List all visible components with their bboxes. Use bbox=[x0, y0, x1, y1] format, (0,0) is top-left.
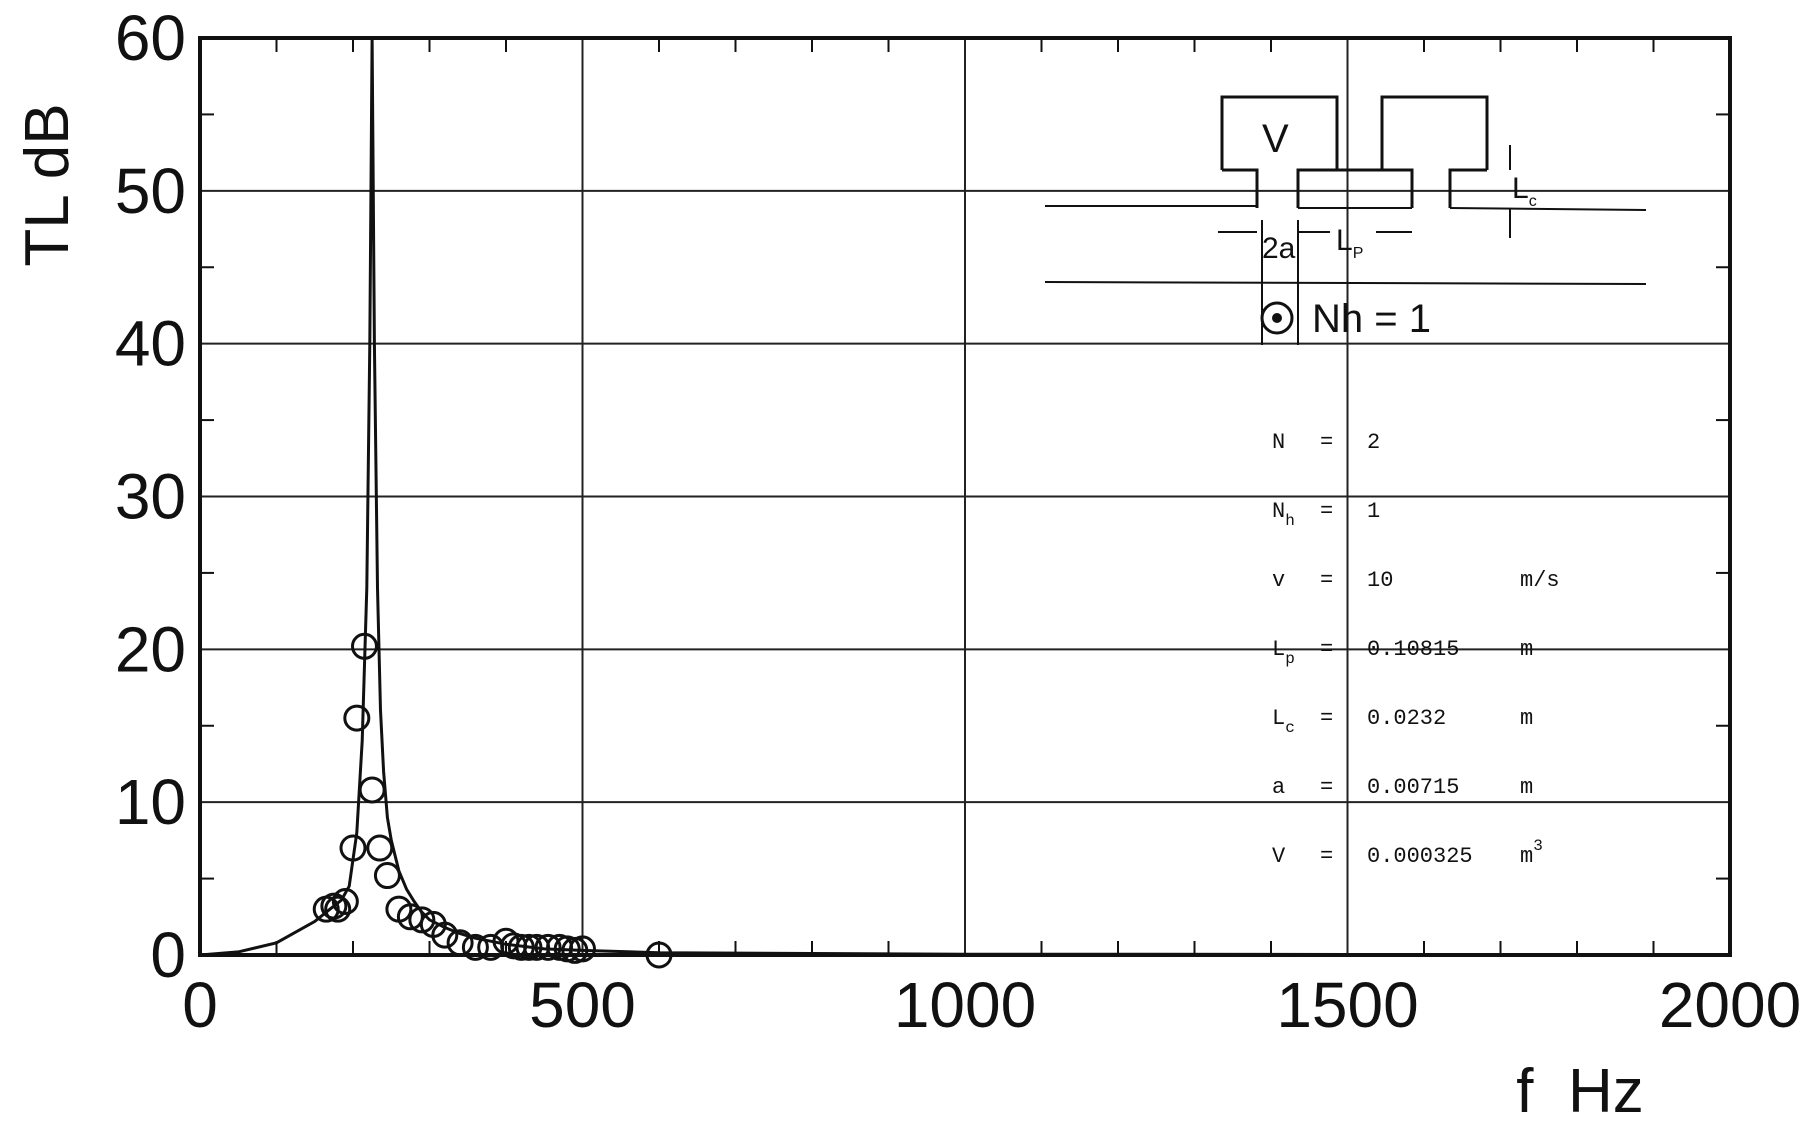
x-tick-label-500: 500 bbox=[529, 969, 636, 1041]
nh-marker-icon bbox=[1260, 301, 1294, 335]
series-layer bbox=[199, 37, 1731, 969]
parameter-value: 0.00715 bbox=[1367, 775, 1459, 800]
parameter-row: V = 0.000325 m3 bbox=[1272, 837, 1543, 869]
plot-frame bbox=[198, 36, 1732, 957]
y-tick-label-40: 40 bbox=[115, 308, 186, 380]
neck-length-main: L bbox=[1512, 172, 1529, 205]
parameter-value: 0.000325 bbox=[1367, 844, 1473, 869]
pipe-main-lines bbox=[1044, 205, 1647, 285]
measured-point bbox=[366, 834, 394, 862]
pipe-length-sub: P bbox=[1353, 245, 1364, 262]
parameter-list: N = 2 Nh = 1 v = 10 m/s Lp = 0.10815 m Lc = 0.0232 m a = 0.0… bbox=[1272, 430, 1560, 869]
measured-point bbox=[373, 862, 401, 890]
parameter-row: v = 10 m/s bbox=[1272, 568, 1560, 593]
parameter-name: V bbox=[1272, 844, 1286, 869]
parameter-unit: m/s bbox=[1520, 568, 1560, 593]
measured-point bbox=[569, 935, 596, 963]
measured-point bbox=[534, 933, 562, 961]
parameter-unit: m bbox=[1520, 706, 1533, 731]
parameter-unit: m bbox=[1520, 637, 1533, 662]
x-axis-title: f Hz bbox=[1516, 1057, 1643, 1126]
volume-label: V bbox=[1262, 117, 1289, 161]
parameter-subscript: c bbox=[1285, 719, 1295, 737]
y-tick-label-10: 10 bbox=[115, 766, 186, 838]
nh-marker-dot bbox=[1272, 313, 1282, 323]
parameter-subscript: h bbox=[1285, 512, 1295, 530]
parameter-value: 10 bbox=[1367, 568, 1393, 593]
measured-point bbox=[358, 776, 386, 804]
parameter-equals: = bbox=[1320, 430, 1333, 455]
parameter-name: L bbox=[1272, 637, 1285, 662]
parameter-name: N bbox=[1272, 430, 1285, 455]
y-tick-label-0: 0 bbox=[150, 919, 186, 991]
parameter-equals: = bbox=[1320, 499, 1333, 524]
measured-point bbox=[343, 704, 371, 732]
pipe-wall-segments bbox=[1222, 168, 1487, 208]
pipe-length-main: L bbox=[1336, 224, 1353, 257]
y-tick-label-30: 30 bbox=[115, 461, 186, 533]
measured-point bbox=[431, 921, 459, 949]
parameter-equals: = bbox=[1320, 775, 1333, 800]
parameter-value: 1 bbox=[1367, 499, 1380, 524]
measured-point bbox=[507, 933, 535, 961]
measured-point bbox=[461, 933, 489, 961]
parameter-name: v bbox=[1272, 568, 1285, 593]
labels-layer: 0 10 20 30 40 50 60 0 500 1000 1500 2000 bbox=[115, 2, 1801, 1041]
parameter-value: 2 bbox=[1367, 430, 1380, 455]
pipe-length-label: LP bbox=[1336, 224, 1363, 262]
parameter-subscript: p bbox=[1285, 650, 1295, 668]
measured-point bbox=[324, 895, 352, 923]
x-tick-label-2000: 2000 bbox=[1659, 969, 1801, 1041]
x-tick-label-1000: 1000 bbox=[894, 969, 1036, 1041]
y-tick-label-60: 60 bbox=[115, 2, 186, 74]
x-tick-label-1500: 1500 bbox=[1276, 969, 1418, 1041]
measured-point bbox=[320, 892, 348, 920]
parameter-unit: m bbox=[1520, 844, 1533, 869]
y-tick-label-50: 50 bbox=[115, 155, 186, 227]
measured-point bbox=[515, 933, 543, 961]
neck-length-sub: c bbox=[1529, 193, 1537, 210]
neck-width-label: 2a bbox=[1262, 232, 1296, 265]
parameter-unit: m bbox=[1520, 775, 1533, 800]
parameter-name: a bbox=[1272, 775, 1285, 800]
parameter-equals: = bbox=[1320, 706, 1333, 731]
parameter-row: Nh = 1 bbox=[1272, 499, 1380, 530]
measured-point bbox=[408, 906, 436, 934]
parameter-name: N bbox=[1272, 499, 1285, 524]
resonator-diagram: V 2a LP Lc Nh = 1 bbox=[1044, 95, 1647, 345]
resonator-outline bbox=[1220, 95, 1489, 170]
parameter-row: N = 2 bbox=[1272, 430, 1380, 455]
parameter-value: 0.0232 bbox=[1367, 706, 1446, 731]
parameter-equals: = bbox=[1320, 844, 1333, 869]
measured-point bbox=[331, 888, 359, 916]
nh-marker-label: Nh = 1 bbox=[1312, 297, 1431, 341]
y-axis-title: TL dB bbox=[13, 103, 82, 266]
ticks-layer bbox=[200, 38, 1730, 955]
y-tick-label-20: 20 bbox=[115, 613, 186, 685]
measured-point bbox=[350, 632, 378, 660]
measured-point bbox=[339, 834, 367, 862]
parameter-row: a = 0.00715 m bbox=[1272, 775, 1533, 800]
parameter-name: L bbox=[1272, 706, 1285, 731]
parameter-value: 0.10815 bbox=[1367, 637, 1459, 662]
parameter-row: Lc = 0.0232 m bbox=[1272, 706, 1533, 737]
grid-layer bbox=[200, 38, 1730, 955]
parameter-equals: = bbox=[1320, 637, 1333, 662]
neck-length-label: Lc bbox=[1512, 172, 1537, 210]
x-tick-label-0: 0 bbox=[182, 969, 218, 1041]
parameter-row: Lp = 0.10815 m bbox=[1272, 637, 1533, 668]
parameter-equals: = bbox=[1320, 568, 1333, 593]
parameter-superscript: 3 bbox=[1533, 837, 1543, 855]
